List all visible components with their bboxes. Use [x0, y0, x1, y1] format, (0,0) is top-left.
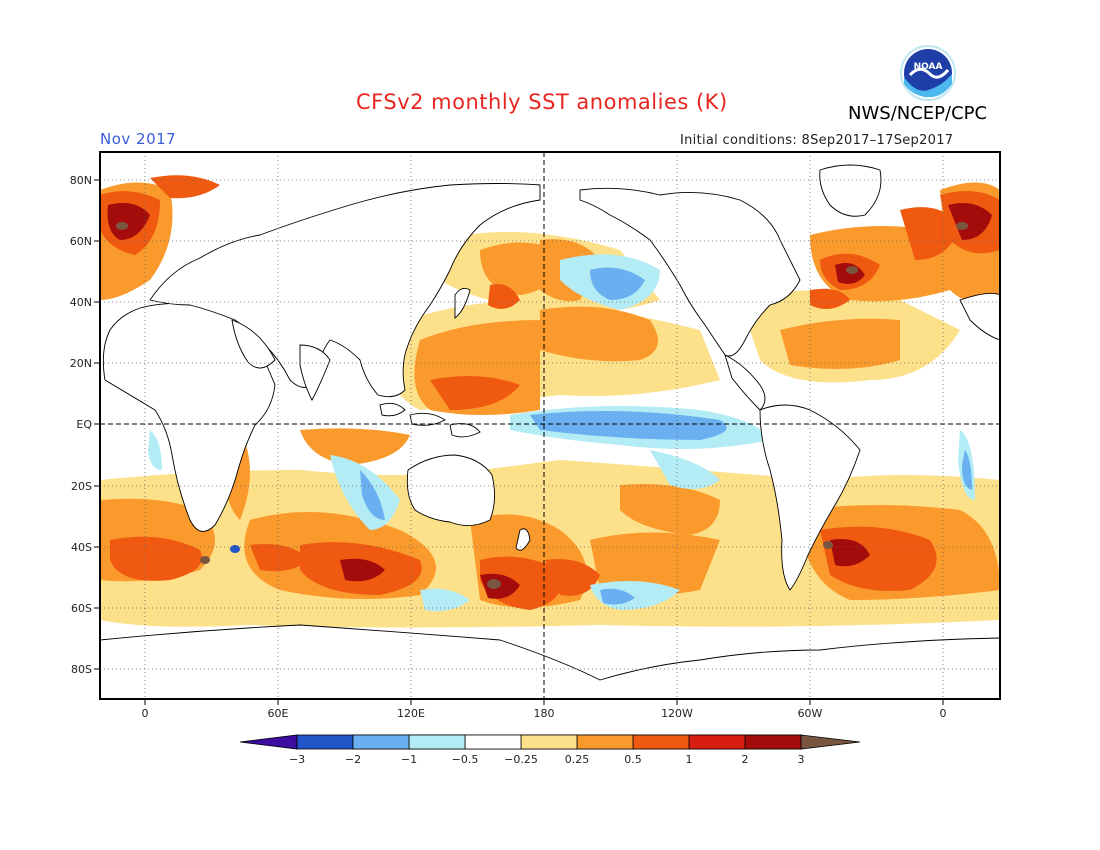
lat-label-40s: 40S — [71, 541, 92, 554]
colorbar-label: 0.5 — [624, 753, 642, 766]
colorbar-label: 1 — [686, 753, 693, 766]
lat-label-80s: 80S — [71, 663, 92, 676]
lon-label-0-east: 0 — [940, 707, 947, 720]
anomaly-field — [100, 175, 1000, 628]
colorbar-right-arrow — [800, 734, 861, 750]
continents — [100, 164, 1000, 699]
svg-text:NOAA: NOAA — [914, 62, 943, 72]
colorbar-left-arrow — [239, 734, 298, 750]
lat-label-60s: 60S — [71, 602, 92, 615]
lat-label-80n: 80N — [70, 174, 92, 187]
lon-label-120w: 120W — [661, 707, 693, 720]
initial-conditions: Initial conditions: 8Sep2017–17Sep2017 — [680, 133, 954, 148]
lat-label-40n: 40N — [70, 296, 92, 309]
noaa-logo: NOAA — [900, 45, 956, 101]
lon-label-60e: 60E — [268, 707, 289, 720]
lat-label-eq: EQ — [76, 418, 92, 431]
lon-label-180: 180 — [534, 707, 555, 720]
lon-label-60w: 60W — [798, 707, 823, 720]
lat-label-20s: 20S — [71, 480, 92, 493]
colorbar-label: −2 — [345, 753, 361, 766]
colorbar-label: −0.25 — [504, 753, 538, 766]
lon-label-0-west: 0 — [142, 707, 149, 720]
colorbar-label: 3 — [798, 753, 805, 766]
map-frame — [99, 151, 1001, 700]
forecast-month: Nov 2017 — [100, 130, 177, 148]
colorbar-label: 0.25 — [565, 753, 590, 766]
agency-label: NWS/NCEP/CPC — [848, 103, 988, 124]
colorbar-label: 2 — [742, 753, 749, 766]
lon-label-120e: 120E — [397, 707, 425, 720]
colorbar-label: −3 — [289, 753, 305, 766]
lat-label-60n: 60N — [70, 235, 92, 248]
colorbar-label: −1 — [401, 753, 417, 766]
chart-title: CFSv2 monthly SST anomalies (K) — [356, 90, 728, 114]
lat-label-20n: 20N — [70, 357, 92, 370]
colorbar-label: −0.5 — [452, 753, 479, 766]
